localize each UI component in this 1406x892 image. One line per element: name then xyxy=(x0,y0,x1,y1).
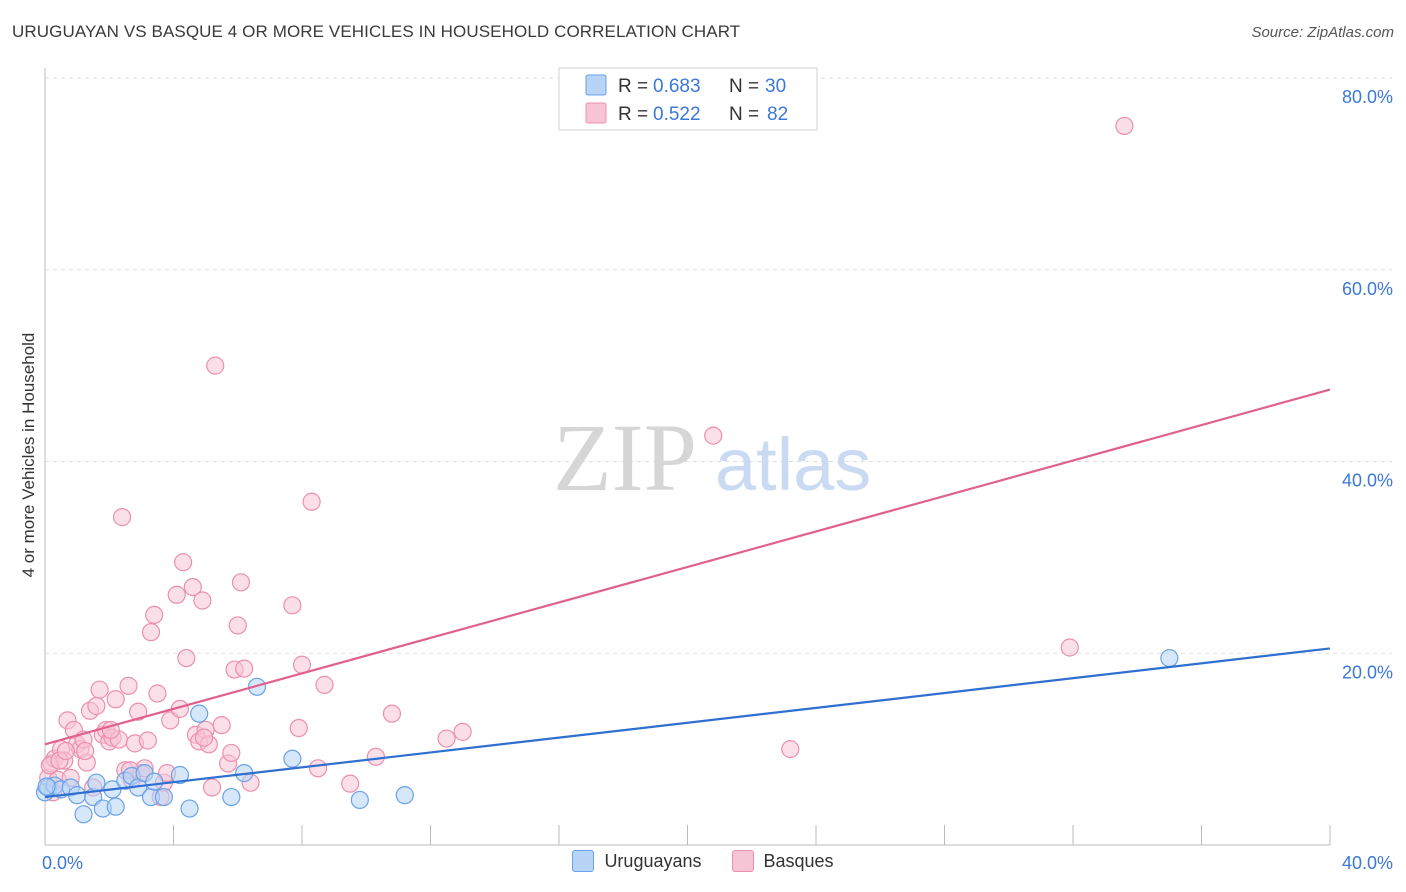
uruguayan-point xyxy=(154,787,173,807)
source-label: Source: ZipAtlas.com xyxy=(1251,24,1394,41)
basque-point xyxy=(174,553,193,572)
basques-trend-line xyxy=(44,388,1331,746)
basque-point xyxy=(148,684,167,703)
uruguayan-point xyxy=(87,773,106,792)
basque-point xyxy=(145,605,164,625)
uruguayan-point xyxy=(180,799,199,818)
legend-r-value-2: 0.522 xyxy=(653,104,701,125)
uruguayan-point xyxy=(37,777,56,796)
uruguayan-point xyxy=(190,704,209,723)
basque-point xyxy=(106,690,125,709)
uruguayan-point xyxy=(283,749,302,768)
y-tick-label: 40.0% xyxy=(1342,471,1393,491)
basque-point xyxy=(289,718,308,738)
legend-n-label-2: N = xyxy=(729,104,759,125)
legend-swatch xyxy=(572,850,595,872)
basque-point xyxy=(202,778,222,797)
y-tick-labels: 20.0% 40.0% 60.0% 80.0% xyxy=(1342,87,1393,682)
bottom-legend: Uruguayans Basques xyxy=(0,850,1406,872)
basque-point xyxy=(167,585,186,604)
axes xyxy=(44,68,1331,846)
basque-point xyxy=(177,648,196,668)
basque-point xyxy=(366,747,385,766)
legend-item-uruguayans[interactable]: Uruguayans xyxy=(572,850,702,872)
basque-point xyxy=(87,696,106,716)
basque-point xyxy=(129,702,148,721)
basque-point xyxy=(308,759,328,778)
uruguayan-point xyxy=(350,790,369,810)
basque-point xyxy=(112,508,132,527)
basque-point xyxy=(141,623,161,642)
legend-item-basques[interactable]: Basques xyxy=(731,850,834,872)
uruguayan-point xyxy=(395,786,414,805)
basque-point xyxy=(183,577,202,597)
basque-point xyxy=(1115,116,1134,136)
uruguayan-point xyxy=(145,772,164,791)
basque-point xyxy=(76,741,95,761)
basque-point xyxy=(231,573,251,592)
legend-r-label-2: R = xyxy=(618,104,648,125)
y-tick-label: 20.0% xyxy=(1342,662,1393,682)
legend-n-value-1: 30 xyxy=(765,76,786,97)
uruguayan-point xyxy=(1160,648,1179,668)
uruguayans-trend-line xyxy=(44,647,1331,799)
legend-r-value-1: 0.683 xyxy=(653,76,701,97)
legend-swatch-basques xyxy=(585,102,607,124)
gridlines xyxy=(45,77,1392,654)
correlation-legend: R = 0.683 N = 30 R = 0.522 N = 82 xyxy=(558,67,818,131)
uruguayan-point xyxy=(68,786,87,805)
basque-point xyxy=(90,680,109,699)
y-tick-label: 80.0% xyxy=(1342,87,1393,107)
basque-point xyxy=(704,426,723,445)
basque-point xyxy=(206,356,225,375)
basque-point xyxy=(235,659,254,678)
basque-point xyxy=(222,743,241,763)
trend-lines xyxy=(44,388,1331,799)
chart-title: URUGUAYAN VS BASQUE 4 OR MORE VEHICLES I… xyxy=(12,22,741,41)
basque-point xyxy=(1060,638,1079,657)
basque-point xyxy=(302,492,321,511)
uruguayan-point xyxy=(222,787,241,807)
legend-label-uruguayans: Uruguayans xyxy=(604,850,702,871)
y-tick-label: 60.0% xyxy=(1342,279,1393,299)
basque-point xyxy=(382,704,402,723)
x-tick-label: 0.0% xyxy=(42,853,83,873)
basque-point xyxy=(228,616,247,635)
x-tick-labels: 0.0% 40.0% xyxy=(42,853,1393,873)
watermark-atlas: atlas xyxy=(715,423,871,506)
basque-point xyxy=(283,596,302,615)
legend-label-basques: Basques xyxy=(763,850,834,871)
y-axis-label: 4 or more Vehicles in Household xyxy=(19,333,38,578)
basque-point xyxy=(212,716,231,735)
basque-point xyxy=(341,774,360,793)
basque-point xyxy=(437,729,456,748)
basque-point xyxy=(194,728,214,747)
basque-point xyxy=(781,740,800,759)
basques-points xyxy=(39,116,1134,807)
basque-point xyxy=(453,722,472,741)
basque-point xyxy=(56,741,75,761)
basque-point xyxy=(193,591,212,610)
basque-point xyxy=(315,675,334,694)
legend-n-value-2: 82 xyxy=(767,104,788,125)
uruguayan-point xyxy=(106,797,125,816)
legend-swatch xyxy=(731,850,754,872)
legend-swatch-uruguayans xyxy=(585,74,607,96)
x-tick-label: 40.0% xyxy=(1342,853,1393,873)
watermark: ZIP atlas xyxy=(553,404,871,511)
uruguayan-point xyxy=(170,765,190,785)
basque-point xyxy=(138,731,157,750)
watermark-zip: ZIP xyxy=(553,404,697,511)
legend-n-label-1: N = xyxy=(729,76,759,97)
basque-point xyxy=(119,676,138,695)
uruguayan-point xyxy=(74,805,93,824)
legend-r-label-1: R = xyxy=(618,76,648,97)
